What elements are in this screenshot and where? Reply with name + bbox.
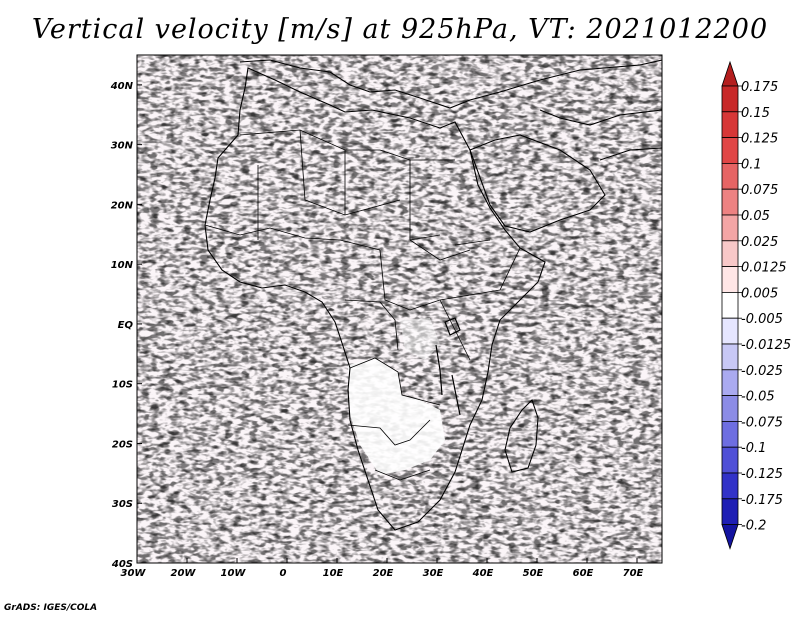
colorbar-label: -0.2	[741, 519, 766, 534]
lat-tick-label: 10N	[111, 260, 134, 271]
colorbar-label: -0.175	[741, 493, 783, 508]
colorbar-label: 0.125	[741, 132, 778, 147]
colorbar-label: 0.0125	[741, 261, 787, 276]
lat-tick-label: 20S	[112, 439, 133, 450]
colorbar-swatch	[721, 188, 739, 216]
colorbar-label: 0.1	[741, 157, 762, 172]
colorbar-swatch	[721, 472, 739, 500]
lon-tick-label: 10E	[323, 568, 344, 579]
lat-tick-label: 40N	[110, 81, 134, 92]
colorbar-swatch	[721, 498, 739, 525]
colorbar-swatch	[721, 446, 739, 474]
colorbar-label: 0.025	[741, 235, 778, 250]
colorbar-bottom-arrow	[721, 524, 739, 550]
lon-tick-label: 50E	[523, 568, 544, 579]
lat-tick-label: 20N	[111, 200, 134, 211]
lon-tick-label: 20E	[373, 568, 394, 579]
colorbar-swatch	[721, 162, 739, 190]
lat-tick-label: 40S	[111, 559, 133, 570]
colorbar-label: -0.05	[741, 390, 775, 405]
colorbar-swatch	[721, 317, 739, 345]
colorbar-label: -0.075	[741, 415, 783, 430]
colorbar-label: 0.05	[741, 209, 770, 224]
colorbar-swatch	[721, 266, 739, 293]
colorbar-label: 0.15	[741, 106, 770, 121]
colorbar-label: -0.125	[741, 467, 783, 482]
colorbar-label: 0.005	[741, 286, 778, 301]
lon-tick-label: 30W	[121, 568, 147, 579]
lon-tick-label: 20W	[171, 568, 197, 579]
map-axes: 30W 20W 10W 0 10E 20E 30E 40E 50E 60E 70E 40N 30N 20N…	[110, 81, 644, 579]
colorbar-swatch	[721, 291, 739, 319]
lat-tick-label: 30N	[111, 141, 134, 152]
colorbar-label: -0.025	[741, 364, 783, 379]
colorbar-swatch	[721, 214, 739, 242]
colorbar-label: 0.075	[741, 183, 778, 198]
coastlines	[204, 59, 662, 531]
colorbar-swatch	[721, 85, 739, 113]
lakes	[435, 317, 461, 416]
colorbar-label: -0.005	[741, 312, 783, 327]
velocity-field	[137, 55, 662, 563]
lat-tick-label: EQ	[118, 320, 134, 331]
footer-credit: GrADS: IGES/COLA	[4, 603, 98, 613]
lon-tick-label: 10W	[221, 568, 247, 579]
colorbar-swatch	[721, 420, 739, 448]
colorbar: 0.175 0.15 0.125 0.1 0.075 0.05 0.025 0.0125 0.0…	[721, 60, 791, 550]
colorbar-swatch	[721, 343, 739, 371]
lon-tick-label: 70E	[623, 568, 644, 579]
colorbar-label: -0.0125	[741, 338, 791, 353]
lat-tick-label: 30S	[112, 499, 133, 510]
lon-tick-label: 60E	[573, 568, 594, 579]
colorbar-label: 0.175	[741, 80, 778, 95]
colorbar-top-arrow	[721, 60, 739, 87]
country-borders	[204, 129, 521, 481]
lon-tick-label: 0	[280, 568, 287, 579]
colorbar-label: -0.1	[741, 441, 766, 456]
colorbar-swatch	[721, 137, 739, 164]
lon-tick-label: 30E	[423, 568, 444, 579]
lat-tick-label: 10S	[112, 380, 133, 391]
chart-title: Vertical velocity [m/s] at 925hPa, VT: 2…	[31, 14, 769, 45]
colorbar-swatch	[721, 369, 739, 396]
colorbar-swatch	[721, 240, 739, 268]
colorbar-swatch	[721, 395, 739, 422]
colorbar-swatch	[721, 111, 739, 139]
lon-tick-label: 40E	[472, 568, 494, 579]
map-frame	[136, 54, 663, 564]
